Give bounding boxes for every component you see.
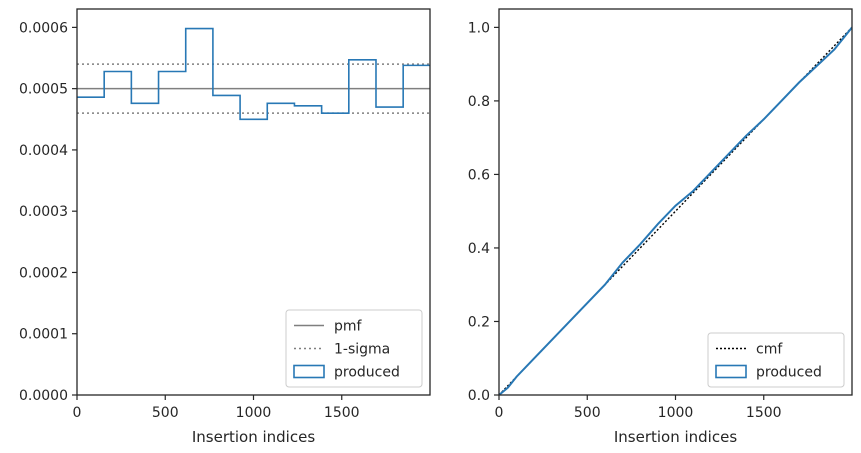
legend-handle-produced (293, 364, 325, 379)
y-tick-label: 0.0001 (19, 327, 68, 343)
y-tick-label: 0.6 (468, 167, 490, 183)
x-tick-label: 500 (574, 405, 601, 421)
produced-histogram (77, 27, 430, 121)
x-tick-label: 1000 (658, 405, 694, 421)
legend-label: 1-sigma (334, 342, 390, 358)
legend-label: cmf (756, 342, 783, 358)
plot-area (77, 27, 430, 121)
y-tick-label: 1.0 (468, 20, 490, 36)
x-tick-label: 1500 (746, 405, 782, 421)
y-tick-label: 0.0004 (19, 143, 68, 159)
x-axis-title: Insertion indices (192, 428, 315, 446)
produced-cumulative-line (499, 26, 852, 395)
legend-label: pmf (334, 319, 363, 335)
legend: cmf produced (707, 332, 845, 388)
y-tick-label: 0.4 (468, 241, 490, 257)
x-axis-title: Insertion indices (614, 428, 737, 446)
legend: pmf 1-sigma produced (285, 309, 423, 388)
y-tick-label: 0.2 (468, 314, 490, 330)
plot-area (499, 26, 852, 395)
y-tick-label: 0.0005 (19, 82, 68, 98)
y-tick-label: 0.0 (468, 388, 490, 404)
legend-box (707, 332, 845, 388)
y-tick-label: 0.0002 (19, 265, 68, 281)
chart-panel-2: 0 500 1000 1500 0.0 0.2 0.4 0.6 0.8 1.0 Insertion … (468, 8, 853, 446)
legend-label: produced (334, 365, 400, 381)
legend-label: produced (756, 365, 822, 381)
x-tick-label: 500 (152, 405, 179, 421)
x-tick-label: 1000 (236, 405, 272, 421)
legend-handle-produced (715, 364, 747, 379)
legend-box (285, 309, 423, 388)
x-tick-label: 0 (73, 405, 82, 421)
x-tick-label: 1500 (324, 405, 360, 421)
x-tick-label: 0 (495, 405, 504, 421)
y-tick-label: 0.0003 (19, 204, 68, 220)
y-tick-label: 0.0006 (19, 20, 68, 36)
chart-panel-1: 0 500 1000 1500 0.0000 0.0001 0.0002 0.0003 0.00… (19, 8, 431, 446)
y-tick-label: 0.8 (468, 94, 490, 110)
y-tick-label: 0.0000 (19, 388, 68, 404)
